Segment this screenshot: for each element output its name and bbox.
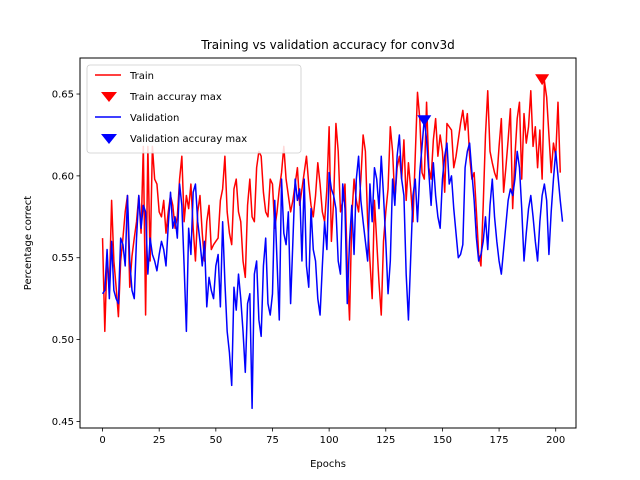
series-line-validation (101, 117, 564, 410)
legend-label-validation: Validation (130, 113, 179, 124)
legend-label-train-max: Train accuray max (129, 92, 222, 103)
y-tick-label: 0.50 (52, 335, 74, 346)
y-tick-label: 0.45 (52, 417, 74, 428)
max-marker-validation (417, 115, 432, 127)
x-tick-label: 175 (490, 435, 509, 446)
y-tick-label: 0.60 (52, 171, 74, 182)
legend: Train Train accuray max Validation Validati… (86, 64, 302, 154)
chart-title: Training vs validation accuracy for conv… (200, 38, 454, 52)
x-tick-label: 125 (376, 435, 395, 446)
legend-label-train: Train (129, 71, 154, 82)
legend-swatch-train-max (101, 92, 117, 102)
max-marker-train (535, 74, 550, 86)
y-axis-ticks: 0.45 0.50 0.55 0.60 0.65 (52, 90, 80, 428)
x-tick-label: 25 (153, 435, 166, 446)
x-tick-label: 50 (209, 435, 222, 446)
y-axis-label: Percentage correct (23, 196, 34, 291)
x-tick-label: 100 (320, 435, 339, 446)
axes-frame (79, 57, 577, 429)
x-tick-label: 150 (433, 435, 452, 446)
y-tick-label: 0.65 (52, 90, 74, 101)
legend-box (86, 64, 302, 154)
x-tick-label: 200 (546, 435, 565, 446)
x-axis-ticks: 0 25 50 75 100 125 150 175 200 (99, 428, 565, 446)
x-tick-label: 75 (266, 435, 279, 446)
y-tick-label: 0.55 (52, 253, 74, 264)
plot-area (101, 74, 564, 410)
x-tick-label: 0 (99, 435, 105, 446)
x-axis-label: Epochs (310, 459, 346, 470)
legend-swatch-validation-max (101, 134, 117, 144)
legend-label-validation-max: Validation accuray max (130, 134, 247, 145)
